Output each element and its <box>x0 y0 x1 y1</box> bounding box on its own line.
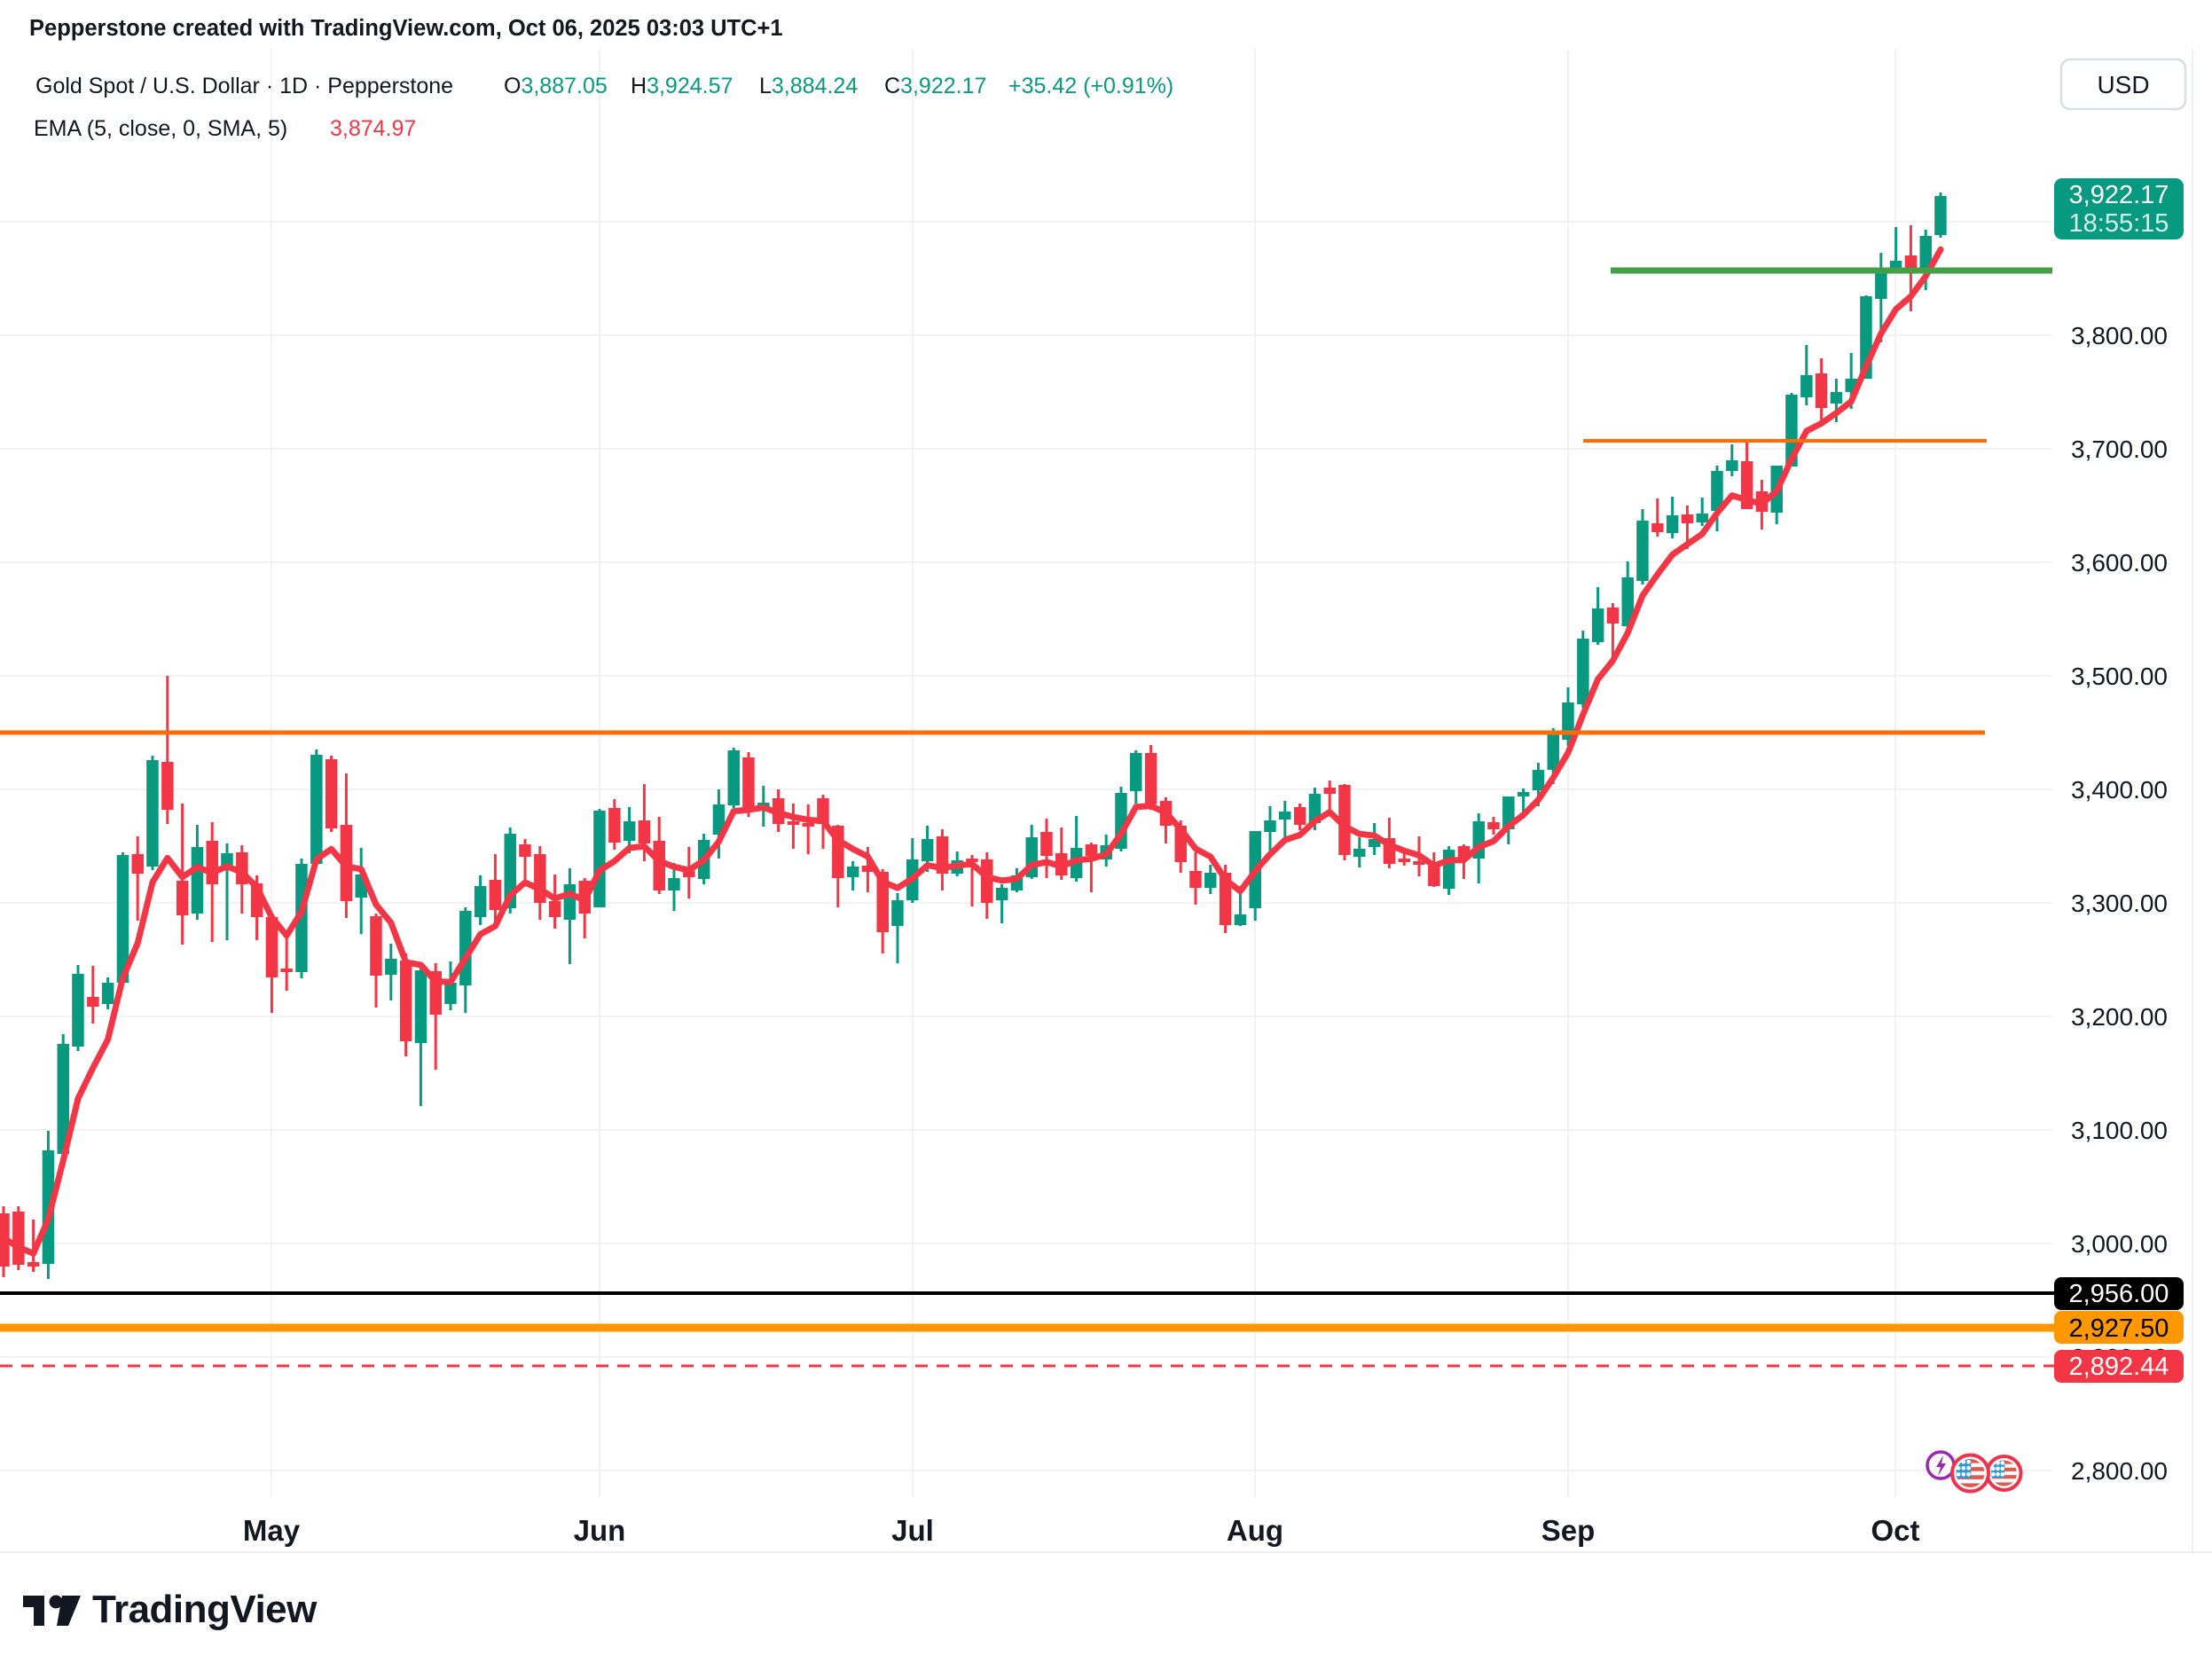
svg-text:2,956.00: 2,956.00 <box>2069 1280 2169 1308</box>
svg-text:Jul: Jul <box>891 1514 934 1547</box>
svg-text:2,892.44: 2,892.44 <box>2069 1353 2169 1381</box>
svg-text:EMA (5, close, 0, SMA, 5): EMA (5, close, 0, SMA, 5) <box>34 116 287 141</box>
svg-text:O3,887.05: O3,887.05 <box>504 74 608 98</box>
svg-text:18:55:15: 18:55:15 <box>2069 209 2169 238</box>
svg-text:TradingView: TradingView <box>92 1588 318 1631</box>
svg-text:+35.42 (+0.91%): +35.42 (+0.91%) <box>1008 74 1173 98</box>
svg-text:3,700.00: 3,700.00 <box>2071 435 2168 463</box>
svg-text:2,927.50: 2,927.50 <box>2069 1314 2169 1343</box>
svg-text:Pepperstone created with Tradi: Pepperstone created with TradingView.com… <box>29 16 783 41</box>
svg-text:C3,922.17: C3,922.17 <box>884 74 986 98</box>
svg-text:3,874.97: 3,874.97 <box>330 116 416 141</box>
svg-text:Oct: Oct <box>1871 1514 1919 1547</box>
svg-text:Aug: Aug <box>1227 1514 1283 1547</box>
svg-text:May: May <box>243 1514 301 1547</box>
svg-text:Sep: Sep <box>1541 1514 1596 1547</box>
svg-text:3,100.00: 3,100.00 <box>2071 1117 2168 1144</box>
svg-text:3,200.00: 3,200.00 <box>2071 1003 2168 1031</box>
svg-text:3,922.17: 3,922.17 <box>2069 181 2169 209</box>
svg-text:3,300.00: 3,300.00 <box>2071 890 2168 917</box>
svg-text:Gold Spot / U.S. Dollar · 1D ·: Gold Spot / U.S. Dollar · 1D · Peppersto… <box>35 74 453 98</box>
svg-text:2,800.00: 2,800.00 <box>2071 1457 2168 1485</box>
svg-text:3,400.00: 3,400.00 <box>2071 776 2168 804</box>
svg-text:H3,924.57: H3,924.57 <box>631 74 733 98</box>
svg-text:3,800.00: 3,800.00 <box>2071 322 2168 349</box>
svg-text:USD: USD <box>2097 71 2149 98</box>
svg-text:L3,884.24: L3,884.24 <box>759 74 858 98</box>
svg-text:3,000.00: 3,000.00 <box>2071 1230 2168 1258</box>
svg-text:3,600.00: 3,600.00 <box>2071 549 2168 577</box>
svg-text:3,500.00: 3,500.00 <box>2071 663 2168 690</box>
svg-text:Jun: Jun <box>574 1514 626 1547</box>
